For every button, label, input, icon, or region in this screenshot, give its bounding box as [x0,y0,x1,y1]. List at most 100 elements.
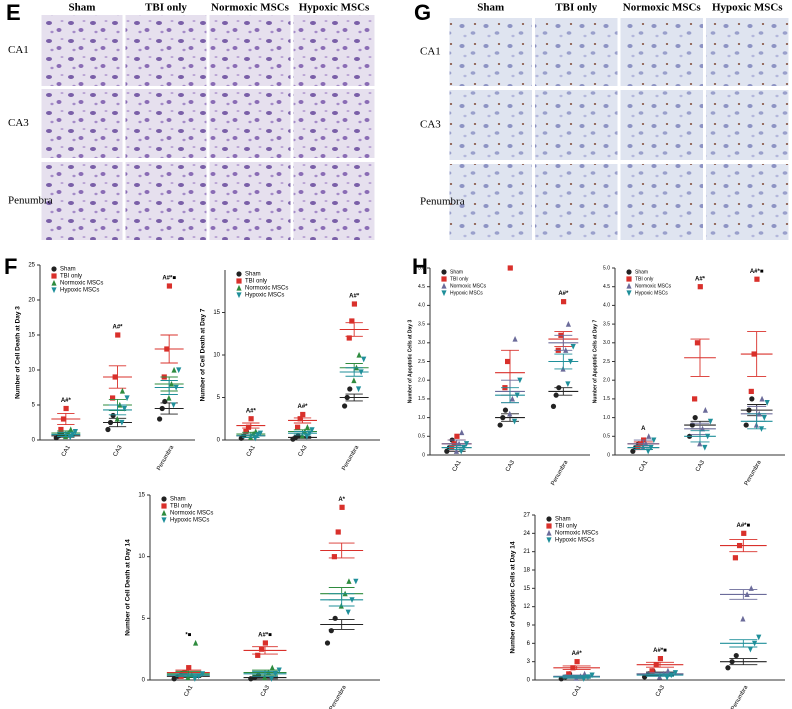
legend-label: Sham [60,267,76,273]
data-point [646,433,652,439]
data-point [697,440,703,447]
legend-marker [161,517,167,524]
sem-bar [252,670,278,677]
panel-label: E [6,0,21,25]
y-tick-label: 1.5 [418,396,425,402]
data-point [346,335,352,341]
data-point [725,665,731,671]
data-point [702,444,708,451]
y-tick-label: 3.5 [418,321,425,327]
data-point [672,670,679,676]
micrograph [293,15,375,86]
data-point [630,448,636,454]
legend-label: Normoxic MSCs [555,531,598,537]
annotation: A#*■ [750,269,764,275]
x-tick-label: Penumbra [730,684,749,709]
sem-bar [328,619,355,630]
data-point [276,667,282,674]
data-point [269,664,275,671]
data-point [649,668,655,674]
legend-label: Normoxic MSCs [170,511,213,517]
annotation: A#*■ [653,648,667,654]
data-point [351,301,358,307]
legend-marker [51,273,57,279]
column-label: Hypoxic MSCs [299,2,370,14]
legend-label: Sham [635,269,648,275]
legend-marker [626,290,632,297]
annotation: A#*■ [162,276,176,282]
annotation: A#* [61,398,72,404]
data-point [507,410,513,417]
data-point [574,659,580,665]
legend-marker [51,266,57,272]
data-point [764,400,770,406]
row-label: Penumbra [420,196,465,208]
micrograph [293,89,375,158]
y-tick-label: 15 [213,310,220,316]
data-point [349,318,355,324]
sem-bar [729,658,758,666]
data-point [355,386,362,393]
sem-bar [242,422,260,429]
y-tick-label: 15 [138,493,145,499]
data-point [124,395,130,402]
legend-label: TBI only [245,279,267,285]
row-label: CA1 [420,46,441,58]
legend-marker [626,276,632,282]
x-tick-label: CA1 [246,444,257,458]
data-point [332,615,338,621]
sem-bar [293,431,312,436]
column-label: TBI only [145,2,187,14]
y-tick-label: 10 [213,353,220,359]
data-point [114,415,120,422]
legend-marker [626,282,632,289]
data-point [581,676,587,682]
data-point [170,402,177,409]
sem-bar [690,338,710,377]
sem-bar [554,334,573,351]
data-point [119,419,125,426]
sem-bar [690,430,710,443]
y-tick-label: 10 [138,554,145,560]
y-tick-label: 10 [28,368,35,374]
data-point [733,652,739,659]
data-point [589,672,595,679]
data-point [199,671,206,677]
sem-bar [554,353,573,370]
legend-label: Sham [450,269,463,275]
sem-bar [729,639,758,648]
y-axis-label: Number of Apoptotic Cells at Day 7 [592,320,598,404]
y-tick-label: 4.5 [603,284,610,290]
data-point [759,395,765,402]
data-point [248,416,254,422]
data-point [262,640,268,646]
legend-label: TBI only [170,504,192,510]
legend-label: Hypoxic MSCs [555,538,594,544]
legend-label: Hypoxic MSCs [60,288,99,294]
panel-label: G [414,0,431,25]
y-tick-label: 3 [527,659,531,665]
data-point [505,358,511,365]
row-label: CA1 [8,44,29,56]
y-tick-label: 5.0 [603,265,610,271]
data-point [115,332,121,338]
data-point [258,646,265,652]
panel-label: F [4,254,17,279]
micrograph [449,164,532,240]
data-point [356,351,362,358]
y-tick-label: 0 [142,678,146,684]
legend-marker [236,292,242,299]
legend-marker [236,271,242,277]
data-point [268,676,275,682]
data-point [243,428,249,435]
y-tick-label: 0 [217,438,221,444]
y-tick-label: 5.0 [418,265,425,271]
y-axis-label: Number of Apoptotic Cells at Day 14 [510,541,517,653]
column-label: Sham [69,2,96,14]
data-point [743,422,749,428]
micrograph [125,15,207,86]
data-point [324,640,331,646]
data-point [463,441,470,447]
sem-bar [160,380,178,395]
micrograph [449,18,532,86]
